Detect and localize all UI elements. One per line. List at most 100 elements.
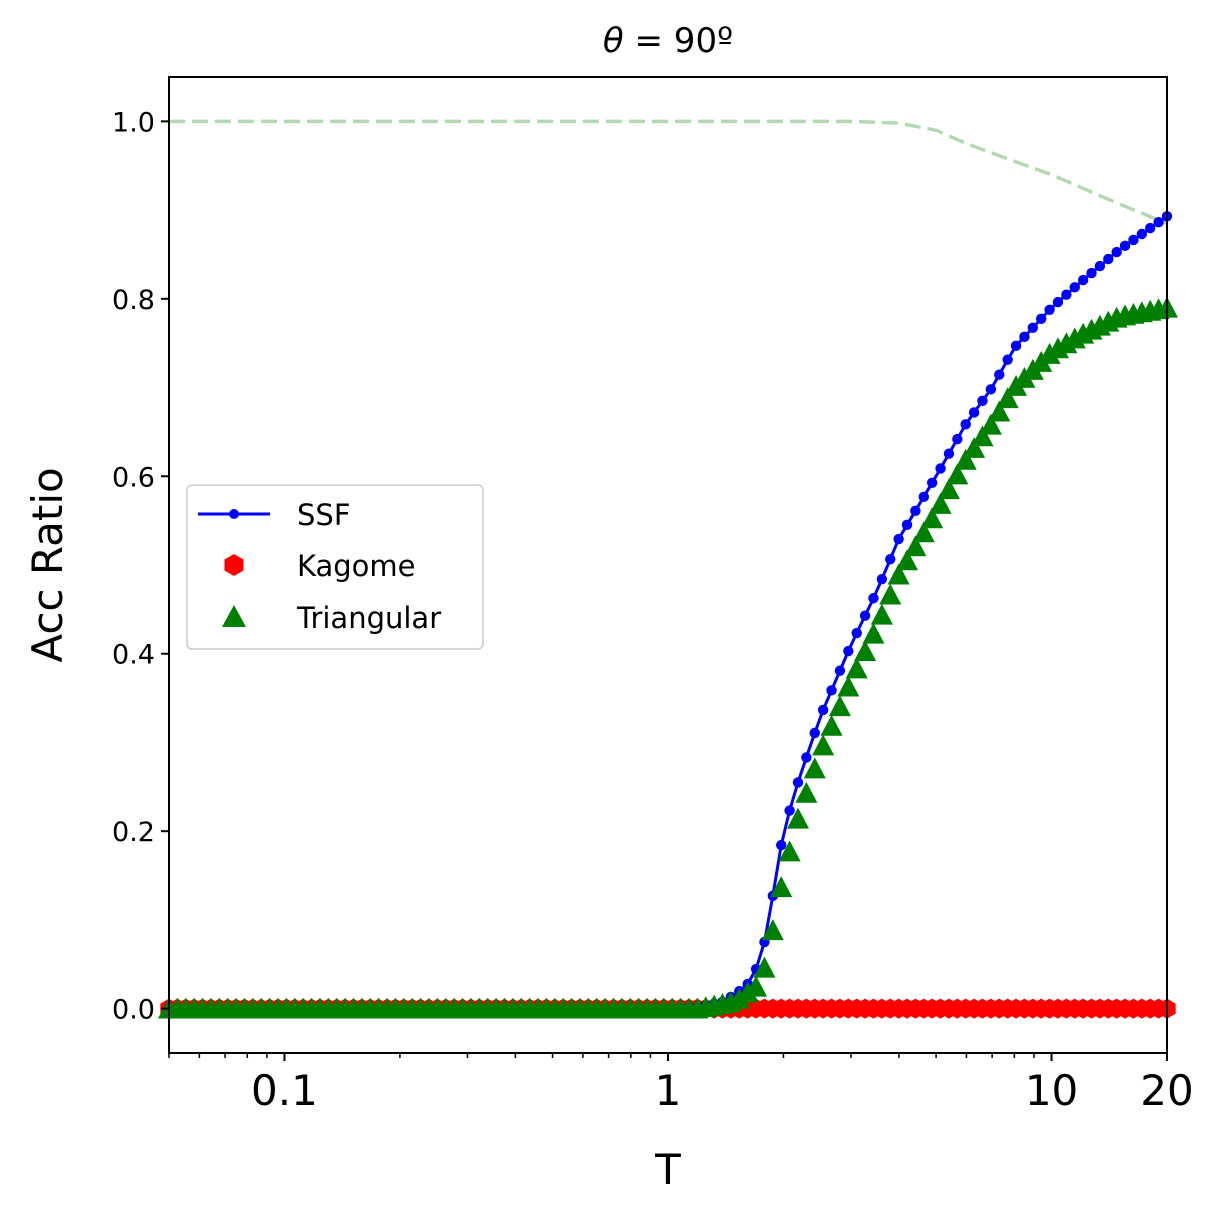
ssf-point bbox=[1077, 274, 1089, 286]
ssf-point bbox=[834, 665, 846, 676]
triangular-point bbox=[837, 675, 860, 697]
ssf-point bbox=[1036, 313, 1047, 324]
ssf-point bbox=[926, 477, 938, 488]
x-axis-label: T bbox=[654, 1145, 681, 1194]
triangular-point bbox=[786, 807, 809, 829]
ssf-point bbox=[1027, 322, 1039, 334]
ssf-point bbox=[935, 463, 946, 474]
ssf-point bbox=[1069, 282, 1080, 293]
ssf-point bbox=[994, 369, 1005, 380]
legend-entry-triangular: Triangular bbox=[222, 601, 441, 635]
ssf-point bbox=[859, 610, 871, 621]
triangular-point bbox=[753, 956, 776, 978]
ssf-point bbox=[784, 805, 795, 816]
plot-data bbox=[158, 119, 1178, 1019]
triangular-point bbox=[745, 975, 768, 997]
ssf-point bbox=[943, 448, 955, 459]
ssf-point bbox=[1019, 331, 1030, 343]
y-tick-label: 0.2 bbox=[112, 817, 155, 848]
ssf-point bbox=[960, 419, 971, 430]
triangular-point bbox=[795, 781, 818, 803]
axis-ticks: 0.0 0.2 0.4 0.6 0.8 1.0 0.1 1 10 20 bbox=[112, 107, 1194, 1115]
x-tick-label: 10 bbox=[1025, 1066, 1078, 1115]
triangular-point bbox=[963, 436, 986, 458]
triangular-point bbox=[870, 603, 893, 625]
ssf-point bbox=[977, 395, 988, 407]
ssf-point bbox=[918, 491, 929, 503]
triangular-point bbox=[988, 400, 1011, 422]
triangular-point bbox=[954, 448, 977, 470]
y-tick-label: 1.0 bbox=[112, 107, 155, 138]
ssf-point bbox=[1010, 340, 1022, 352]
legend-triangular-label: Triangular bbox=[296, 601, 441, 635]
triangular-point bbox=[778, 840, 801, 862]
ssf-point bbox=[952, 433, 963, 445]
ssf-point bbox=[776, 839, 787, 851]
x-tick-label: 1 bbox=[655, 1066, 682, 1115]
triangular-point bbox=[937, 478, 960, 500]
y-tick-label: 0.0 bbox=[112, 995, 155, 1026]
triangular-point bbox=[912, 521, 935, 543]
ssf-point bbox=[876, 574, 888, 585]
triangular-point bbox=[904, 535, 927, 557]
triangular-point bbox=[820, 714, 843, 736]
ssf-point bbox=[1052, 296, 1064, 308]
ssf-point bbox=[1002, 354, 1013, 365]
ssf-point bbox=[968, 407, 980, 418]
ssf-point bbox=[809, 727, 820, 739]
triangular-point bbox=[862, 622, 885, 644]
triangular-point bbox=[979, 413, 1002, 435]
y-axis-label: Acc Ratio bbox=[23, 467, 72, 662]
triangular-point bbox=[761, 919, 784, 941]
chart-title-rest: = 90º bbox=[624, 21, 733, 61]
ssf-point bbox=[1119, 240, 1131, 252]
triangular-point bbox=[845, 657, 868, 679]
ssf-point bbox=[801, 752, 812, 763]
ssf-point bbox=[792, 777, 804, 788]
ssf-point bbox=[910, 505, 921, 517]
ssf-point bbox=[893, 533, 904, 545]
chart-title: θ = 90º bbox=[603, 21, 733, 61]
legend-ssf-label: SSF bbox=[297, 498, 351, 532]
ssf-point bbox=[1128, 234, 1139, 246]
ssf-point bbox=[885, 553, 896, 565]
y-tick-label: 0.4 bbox=[112, 640, 155, 671]
legend-kagome-label: Kagome bbox=[297, 549, 416, 583]
ssf-point bbox=[817, 704, 829, 716]
ssf-point bbox=[851, 627, 862, 639]
legend-ssf-marker bbox=[229, 509, 239, 519]
triangular-point bbox=[929, 492, 952, 514]
ssf-point bbox=[985, 384, 997, 395]
ssf-point bbox=[1061, 289, 1072, 300]
ssf-point bbox=[1111, 246, 1122, 258]
legend-kagome-marker bbox=[224, 554, 244, 576]
triangular-point bbox=[828, 695, 851, 717]
triangular-point bbox=[879, 583, 902, 605]
triangular-point bbox=[854, 640, 877, 662]
legend-box bbox=[186, 484, 484, 650]
ssf-point bbox=[1136, 228, 1148, 240]
legend-entry-ssf: SSF bbox=[198, 498, 351, 532]
ssf-point bbox=[1086, 267, 1097, 279]
legend-triangular-marker bbox=[222, 605, 246, 627]
ssf-point bbox=[1103, 253, 1114, 265]
ssf-point bbox=[826, 685, 837, 696]
ssf-point bbox=[901, 519, 913, 531]
triangular-point bbox=[946, 463, 969, 485]
ssf-point bbox=[868, 593, 879, 604]
ssf-point bbox=[1094, 260, 1106, 272]
triangular-point bbox=[770, 876, 793, 898]
legend: SSF Kagome Triangular bbox=[186, 484, 484, 650]
x-tick-label: 0.1 bbox=[251, 1066, 318, 1115]
ssf-point bbox=[843, 645, 854, 657]
triangular-point bbox=[887, 563, 910, 585]
y-tick-label: 0.8 bbox=[112, 285, 155, 316]
triangular-point bbox=[803, 757, 826, 779]
legend-entry-kagome: Kagome bbox=[224, 549, 416, 583]
triangular-point bbox=[921, 507, 944, 529]
y-tick-label: 0.6 bbox=[112, 462, 155, 493]
ssf-point bbox=[1145, 222, 1156, 234]
x-tick-label: 20 bbox=[1140, 1066, 1193, 1115]
chart-title-symbol: θ bbox=[603, 21, 624, 61]
